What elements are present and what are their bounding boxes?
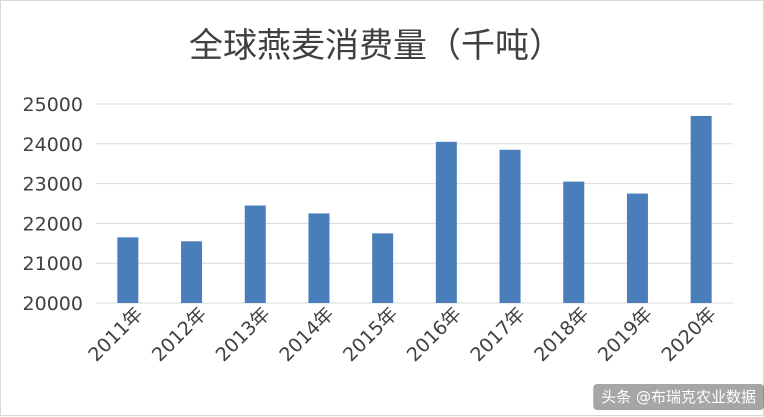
- chart-title: 全球燕麦消费量（千吨）: [189, 26, 563, 66]
- bar: [563, 181, 585, 303]
- x-tick-label: 2014年: [275, 303, 338, 366]
- x-tick-label: 2019年: [594, 303, 657, 366]
- x-tick-label: 2013年: [212, 303, 275, 366]
- x-tick-label: 2016年: [403, 303, 466, 366]
- y-tick-label: 24000: [23, 134, 83, 156]
- bar: [435, 141, 457, 303]
- x-tick-label: 2018年: [530, 303, 593, 366]
- watermark: 头条 @布瑞克农业数据: [593, 384, 764, 410]
- y-axis-ticks: 20000 21000 22000 23000 24000 25000: [23, 94, 83, 315]
- x-tick-label: 2020年: [657, 303, 720, 366]
- watermark-background: [593, 384, 764, 410]
- y-tick-label: 22000: [23, 213, 83, 235]
- bar: [117, 237, 139, 303]
- bar: [690, 115, 712, 303]
- x-tick-label: 2017年: [466, 303, 529, 366]
- y-tick-label: 25000: [23, 94, 83, 116]
- x-axis-ticks: 2011年 2012年 2013年 2014年 2015年 2016年 2017年 2018年…: [84, 303, 720, 366]
- watermark-text: 头条 @布瑞克农业数据: [601, 388, 756, 406]
- x-tick-label: 2011年: [84, 303, 147, 366]
- bars: [117, 115, 712, 303]
- bar: [181, 241, 203, 303]
- bar: [626, 193, 648, 303]
- x-tick-label: 2015年: [339, 303, 402, 366]
- gridlines: [96, 103, 733, 304]
- bar: [372, 233, 394, 303]
- bar: [308, 213, 330, 303]
- bar: [244, 205, 266, 303]
- y-tick-label: 23000: [23, 174, 83, 196]
- y-tick-label: 21000: [23, 253, 83, 275]
- bar: [499, 149, 521, 303]
- x-tick-label: 2012年: [148, 303, 211, 366]
- y-tick-label: 20000: [23, 293, 83, 315]
